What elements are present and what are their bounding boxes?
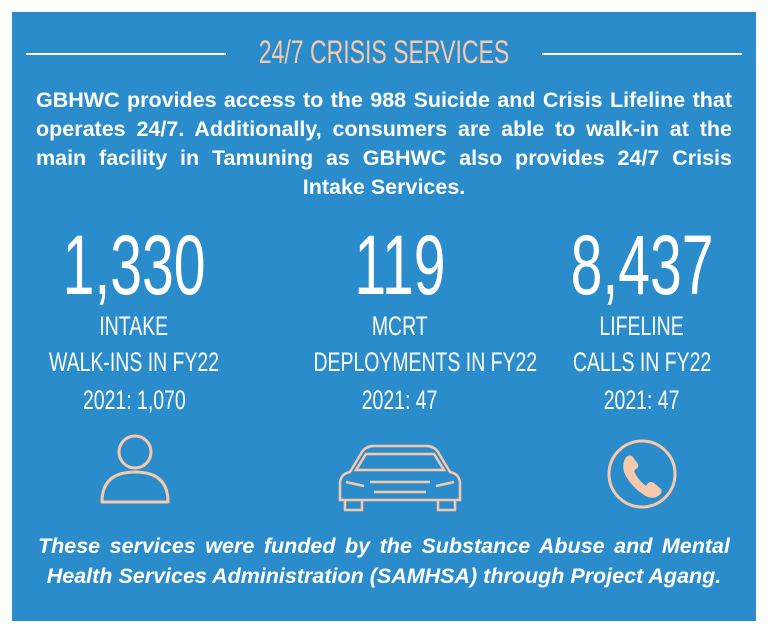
title-box: 24/7 CRISIS SERVICES — [12, 34, 756, 71]
stat-label-line: CALLS IN FY22 — [512, 344, 768, 380]
stat-label: INTAKE — [99, 311, 169, 341]
stat-label-line: LIFELINE — [512, 308, 768, 344]
stat-label: LIFELINE — [599, 311, 685, 341]
stat-value-box: 1,330 — [4, 222, 264, 308]
stat-label: MCRT — [372, 311, 428, 341]
stat-prior: 2021: 47 — [604, 385, 680, 415]
stat-prior-box: 2021: 1,070 — [4, 380, 264, 420]
footer: These services were funded by the Substa… — [38, 534, 730, 588]
title: 24/7 CRISIS SERVICES — [258, 34, 510, 70]
rule — [542, 53, 742, 55]
stat-label-line: INTAKE — [4, 308, 264, 344]
panel: 24/7 CRISIS SERVICES GBHWC provides acce… — [12, 12, 756, 621]
car-icon — [338, 444, 462, 512]
stat-label-line: WALK-INS IN FY22 — [4, 344, 264, 380]
stat-label: WALK-INS IN FY22 — [49, 347, 219, 377]
stat-prior-box: 2021: 47 — [270, 380, 530, 420]
rule — [26, 53, 226, 55]
stat-prior-box: 2021: 47 — [512, 380, 768, 420]
stat-label-line: DEPLOYMENTS IN FY22 — [270, 344, 537, 380]
stat-label: CALLS IN FY22 — [572, 347, 712, 377]
stat: 8,437 LIFELINE CALLS IN FY22 2021: 47 — [512, 222, 768, 420]
stat-prior: 2021: 47 — [362, 385, 438, 415]
stat-label: DEPLOYMENTS IN FY22 — [313, 347, 538, 377]
phone-icon — [607, 439, 677, 509]
stat-label-line: MCRT — [270, 308, 530, 344]
stat: 1,330 INTAKE WALK-INS IN FY22 2021: 1,070 — [4, 222, 264, 420]
stat-value: 1,330 — [62, 218, 206, 312]
stat-value-box: 119 — [270, 222, 530, 308]
stat-value-box: 8,437 — [512, 222, 768, 308]
description: GBHWC provides access to the 988 Suicide… — [36, 88, 732, 199]
icons — [100, 434, 677, 512]
stat-value: 119 — [354, 218, 446, 312]
header: 24/7 CRISIS SERVICES — [12, 34, 756, 70]
stat-value: 8,437 — [570, 218, 714, 312]
stat: 119 MCRT DEPLOYMENTS IN FY22 2021: 47 — [270, 222, 537, 420]
person-icon — [100, 434, 170, 504]
stat-prior: 2021: 1,070 — [82, 385, 186, 415]
